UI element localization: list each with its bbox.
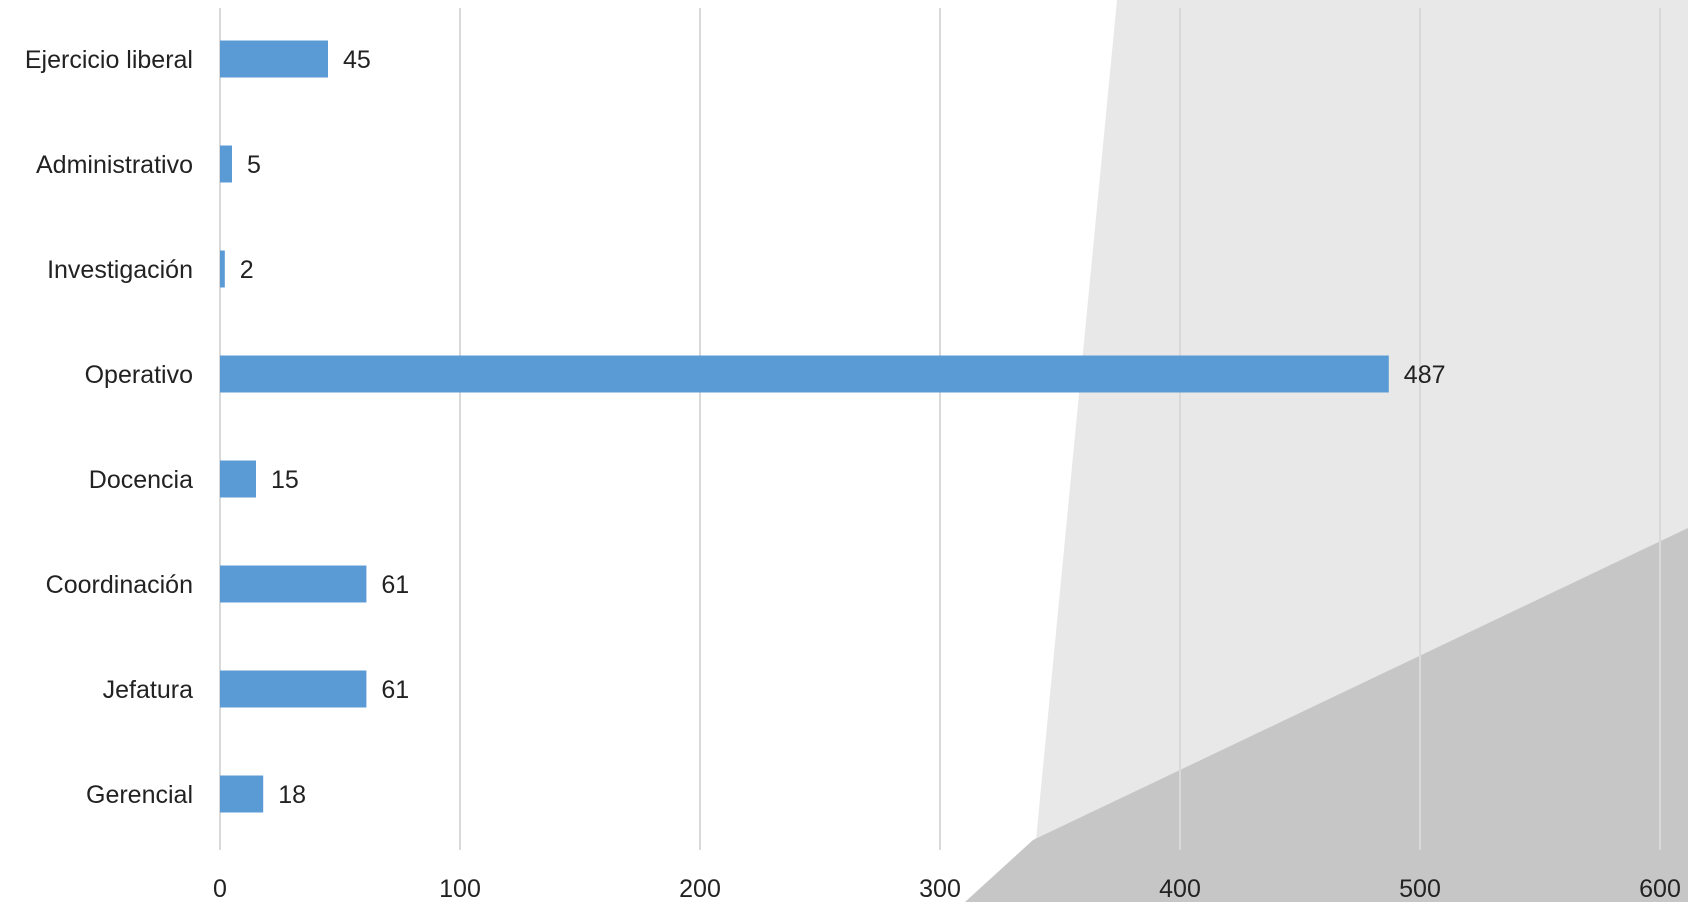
bar (220, 460, 256, 498)
category-label: Docencia (89, 466, 193, 494)
data-label: 61 (381, 676, 409, 704)
x-tick-label: 200 (679, 875, 721, 902)
category-label: Administrativo (36, 151, 193, 179)
data-label: 2 (240, 256, 254, 284)
bar (220, 775, 264, 813)
bar (220, 145, 232, 183)
category-label: Coordinación (46, 571, 193, 599)
x-tick-label: 600 (1639, 875, 1681, 902)
category-label: Operativo (85, 361, 193, 389)
bar (220, 40, 328, 78)
bar (220, 670, 367, 708)
x-tick-label: 400 (1159, 875, 1201, 902)
x-tick-label: 100 (439, 875, 481, 902)
data-label: 18 (278, 781, 306, 809)
category-label: Jefatura (103, 676, 193, 704)
data-label: 15 (271, 466, 299, 494)
x-tick-label: 500 (1399, 875, 1441, 902)
x-tick-label: 0 (213, 875, 227, 902)
data-label: 45 (343, 46, 371, 74)
data-label: 487 (1404, 361, 1446, 389)
bar (220, 565, 367, 603)
data-label: 5 (247, 151, 261, 179)
background-decoration (965, 0, 1688, 902)
background-panel-dark (965, 528, 1688, 902)
bar (220, 250, 225, 288)
category-label: Gerencial (86, 781, 193, 809)
bar (220, 355, 1389, 393)
category-label: Ejercicio liberal (25, 46, 193, 74)
category-label: Investigación (47, 256, 193, 284)
labels: 0 100 200 300 400 500 600 Ejercicio liberal 45 Ad… (25, 46, 1681, 902)
bars (220, 40, 1389, 813)
data-label: 61 (381, 571, 409, 599)
x-tick-label: 300 (919, 875, 961, 902)
